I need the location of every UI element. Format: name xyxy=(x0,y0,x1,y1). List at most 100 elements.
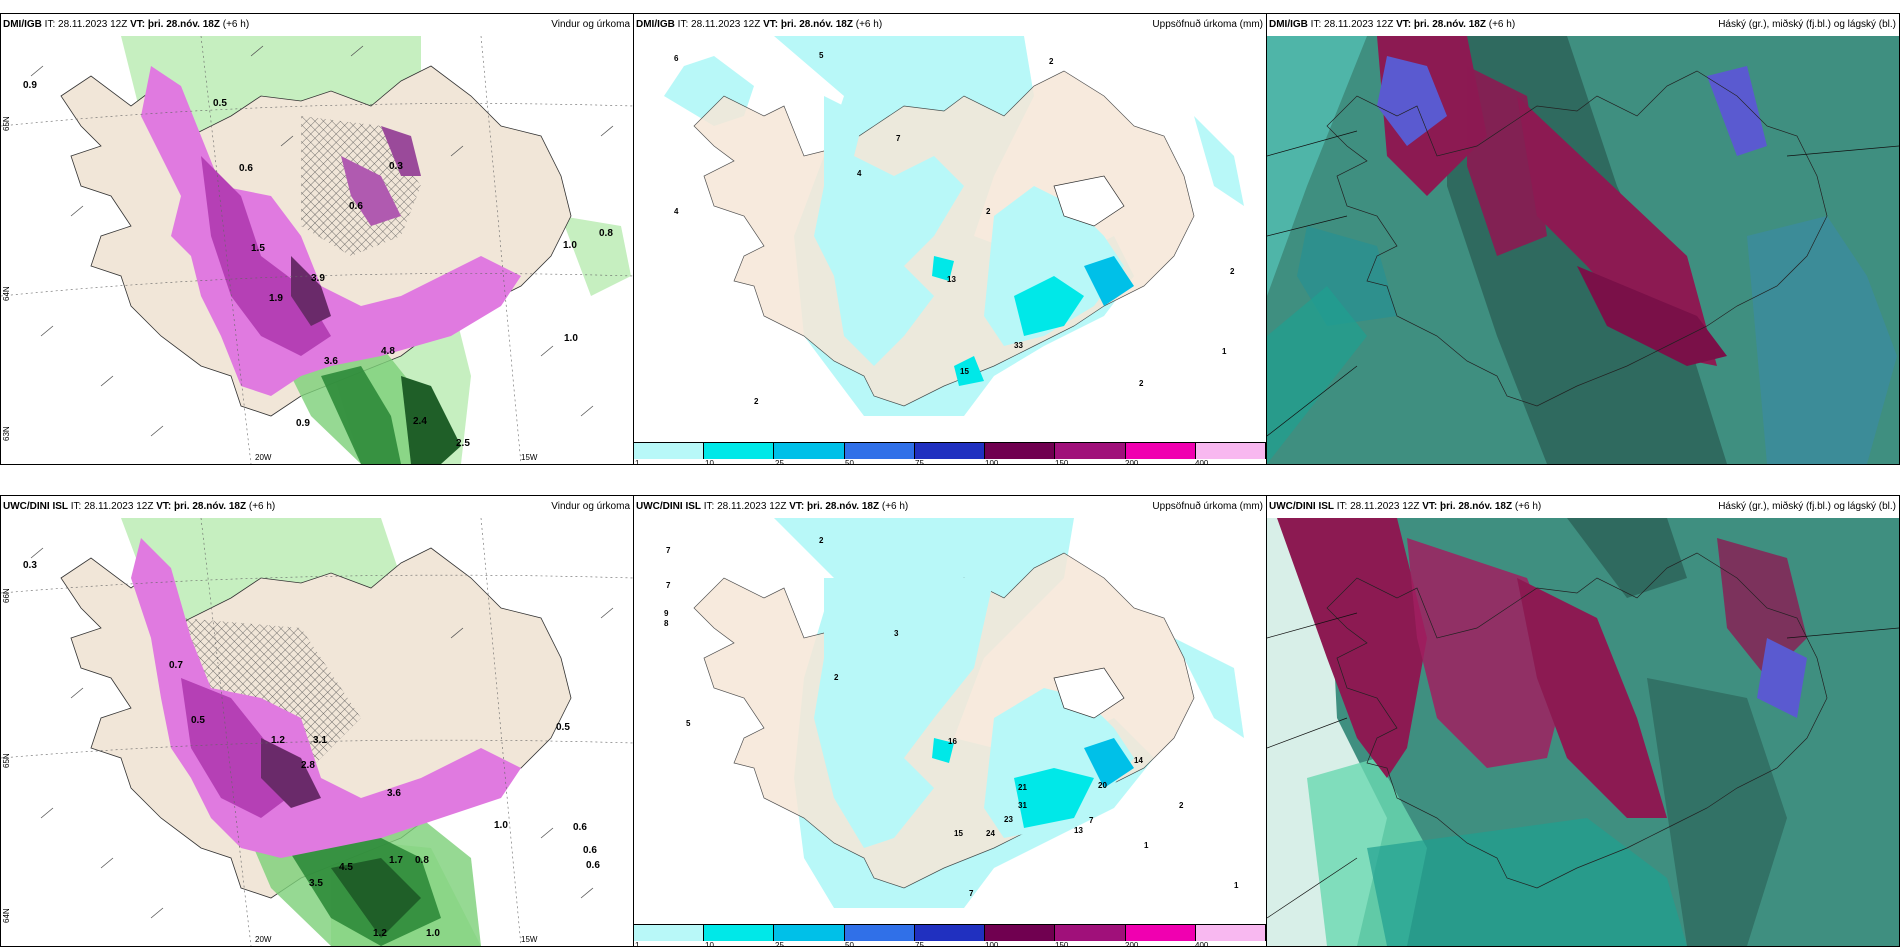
lat-label: 65N xyxy=(2,753,11,768)
colorbar-tick: 10 xyxy=(705,459,714,465)
precip-label: 21 xyxy=(1018,783,1027,792)
precip-label: 20 xyxy=(1098,781,1107,790)
colorbar-cell xyxy=(774,443,845,459)
precip-label: 7 xyxy=(1089,816,1094,825)
precip-label: 2 xyxy=(754,397,759,406)
lead-time: (+6 h) xyxy=(855,19,883,30)
panel-header: DMI/IGB IT: 28.11.2023 12Z VT: þri. 28.n… xyxy=(1267,14,1899,36)
wind-precip-map: 0.3 0.7 0.5 3.1 2.8 1.2 3.6 4.5 1.7 0.8 … xyxy=(1,518,633,946)
precip-label: 1.0 xyxy=(564,333,578,344)
precip-label: 15 xyxy=(954,829,963,838)
lat-label: 63N xyxy=(2,426,11,441)
precip-label: 23 xyxy=(1004,815,1013,824)
panel-title: Háský (gr.), miðský (fj.bl.) og lágský (… xyxy=(1718,501,1896,512)
precip-label: 0.3 xyxy=(23,560,37,571)
colorbar-cell xyxy=(1055,925,1126,941)
colorbar-cell xyxy=(914,443,986,459)
precip-label: 2 xyxy=(1230,267,1235,276)
precip-label: 1 xyxy=(1234,881,1239,890)
model-name: DMI/IGB xyxy=(3,19,42,30)
precip-label: 2.8 xyxy=(301,760,315,771)
colorbar-tick: 1 xyxy=(635,941,640,947)
panel-title: Uppsöfnuð úrkoma (mm) xyxy=(1152,501,1263,512)
precip-label: 0.6 xyxy=(349,201,363,212)
colorbar-tick: 75 xyxy=(915,459,924,465)
cloud-cover-map xyxy=(1267,518,1899,946)
precip-label: 13 xyxy=(1074,826,1083,835)
precip-label: 7 xyxy=(969,889,974,898)
lat-label: 64N xyxy=(2,908,11,923)
lat-label: 64N xyxy=(2,286,11,301)
init-time: 28.11.2023 12Z xyxy=(1350,501,1420,512)
lead-time: (+6 h) xyxy=(881,501,909,512)
panel-title: Háský (gr.), miðský (fj.bl.) og lágský (… xyxy=(1718,19,1896,30)
colorbar-tick: 25 xyxy=(775,459,784,465)
colorbar-tick: 50 xyxy=(845,459,854,465)
panel-header: UWC/DINI ISL IT: 28.11.2023 12Z VT: þri.… xyxy=(1,496,633,518)
colorbar-cell xyxy=(634,925,705,941)
colorbar-cell xyxy=(774,925,845,941)
precip-label: 1.2 xyxy=(271,735,285,746)
colorbar-tick: 25 xyxy=(775,941,784,947)
panel-accum-precip-uwc: UWC/DINI ISL IT: 28.11.2023 12Z VT: þri.… xyxy=(633,495,1267,947)
precip-label: 16 xyxy=(948,737,957,746)
model-name: DMI/IGB xyxy=(636,19,675,30)
model-name: UWC/DINI ISL xyxy=(636,501,701,512)
colorbar-cell xyxy=(844,925,915,941)
precip-label: 3.1 xyxy=(313,735,327,746)
precip-label: 0.6 xyxy=(573,822,587,833)
accum-precip-map: 6 5 2 4 7 4 2 13 33 15 2 2 2 1 xyxy=(634,36,1266,442)
precip-label: 1.9 xyxy=(269,293,283,304)
init-time: 28.11.2023 12Z xyxy=(84,501,154,512)
precip-label: 2 xyxy=(1139,379,1144,388)
panel-header: DMI/IGB IT: 28.11.2023 12Z VT: þri. 28.n… xyxy=(1,14,633,36)
precip-label: 3.9 xyxy=(311,273,325,284)
precip-label: 1.0 xyxy=(426,928,440,939)
colorbar-cell xyxy=(985,443,1056,459)
precip-label: 0.5 xyxy=(213,98,227,109)
init-time: 28.11.2023 12Z xyxy=(1324,19,1394,30)
precip-label: 0.6 xyxy=(586,860,600,871)
lead-time: (+6 h) xyxy=(1514,501,1542,512)
lat-label: 66N xyxy=(2,588,11,603)
precip-label: 5 xyxy=(819,51,824,60)
colorbar-cell xyxy=(1195,925,1266,941)
panel-header: UWC/DINI ISL IT: 28.11.2023 12Z VT: þri.… xyxy=(634,496,1266,518)
precip-label: 7 xyxy=(896,134,901,143)
colorbar-tick: 10 xyxy=(705,941,714,947)
panel-title: Vindur og úrkoma xyxy=(551,19,630,30)
precip-label: 0.6 xyxy=(239,163,253,174)
cloud-cover-map xyxy=(1267,36,1899,464)
precip-label: 1.0 xyxy=(494,820,508,831)
precip-label: 4 xyxy=(674,207,679,216)
precip-label: 1.0 xyxy=(563,240,577,251)
precip-label: 2 xyxy=(819,536,824,545)
lead-time: (+6 h) xyxy=(248,501,276,512)
precip-label: 4 xyxy=(857,169,862,178)
precip-label: 3 xyxy=(894,629,899,638)
colorbar-tick: 50 xyxy=(845,941,854,947)
precip-label: 2 xyxy=(1049,57,1054,66)
panel-title: Vindur og úrkoma xyxy=(551,501,630,512)
precip-label: 2.4 xyxy=(413,416,427,427)
colorbar-tick: 100 xyxy=(985,941,999,947)
precip-label: 0.9 xyxy=(23,80,37,91)
precip-label: 1 xyxy=(1144,841,1149,850)
precip-colorbar: 1 10 25 50 75 100 150 200 400 xyxy=(634,442,1266,464)
colorbar-cells xyxy=(634,924,1266,941)
precip-label: 0.8 xyxy=(415,855,429,866)
colorbar-tick: 150 xyxy=(1055,459,1069,465)
valid-time: þri. 28.nóv. 18Z xyxy=(174,501,247,512)
colorbar-cell xyxy=(1125,443,1196,459)
valid-time: þri. 28.nóv. 18Z xyxy=(1440,501,1513,512)
precip-label: 7 xyxy=(666,581,671,590)
lead-time: (+6 h) xyxy=(222,19,250,30)
precip-label: 5 xyxy=(686,719,691,728)
precip-label: 1.2 xyxy=(373,928,387,939)
precip-label: 2 xyxy=(834,673,839,682)
colorbar-tick: 1 xyxy=(635,459,640,465)
precip-label: 4.5 xyxy=(339,862,353,873)
precip-label: 3.6 xyxy=(387,788,401,799)
precip-label: 1.5 xyxy=(251,243,265,254)
lat-label: 65N xyxy=(2,116,11,131)
